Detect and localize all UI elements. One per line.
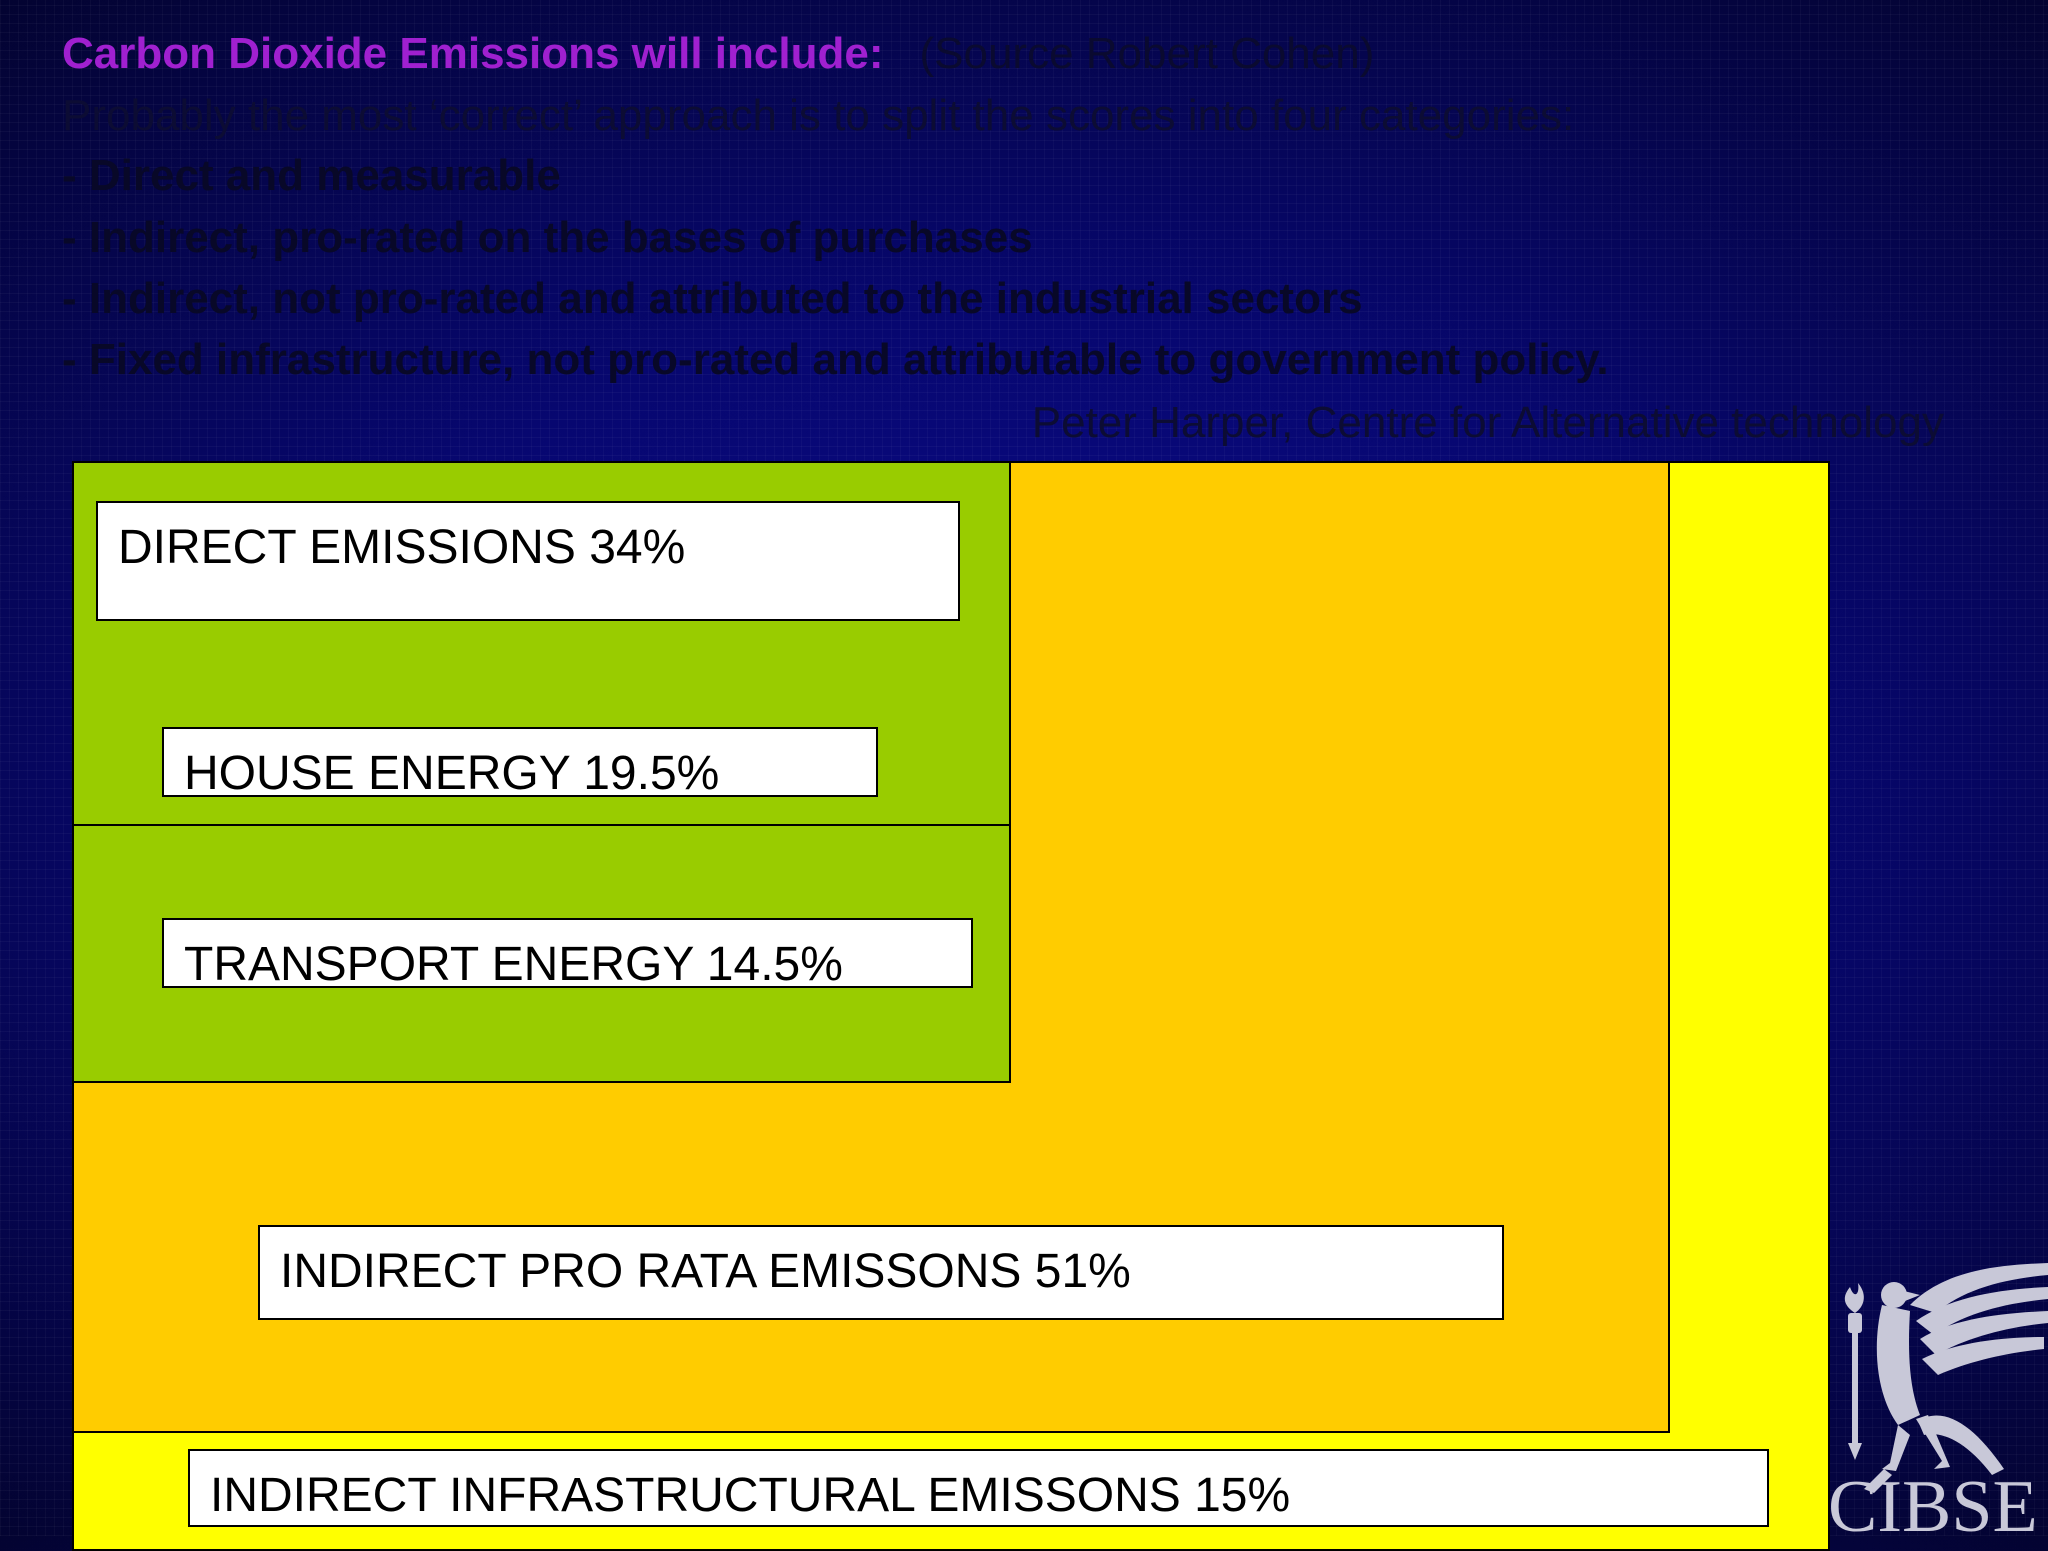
- category-indirect-industrial: - Indirect, not pro-rated and attributed…: [62, 274, 1363, 323]
- direct-emissions-label: DIRECT EMISSIONS 34%: [96, 501, 960, 621]
- cibse-logo: CIBSE: [1828, 1263, 2048, 1536]
- slide-title: Carbon Dioxide Emissions will include:: [62, 29, 884, 78]
- category-fixed-infrastructure: - Fixed infrastructure, not pro-rated an…: [62, 335, 1609, 384]
- category-direct: - Direct and measurable: [62, 151, 561, 200]
- intro-text: Probably the most ‘correct’ approach is …: [62, 91, 1575, 140]
- source-citation: (Source Robert Cohen): [919, 29, 1375, 78]
- house-energy-label: HOUSE ENERGY 19.5%: [162, 727, 878, 797]
- prorata-emissions-label: INDIRECT PRO RATA EMISSONS 51%: [258, 1225, 1504, 1320]
- slide-heading: Carbon Dioxide Emissions will include: (S…: [62, 26, 1374, 82]
- category-indirect-prorated: - Indirect, pro-rated on the bases of pu…: [62, 213, 1033, 262]
- cibse-logo-text: CIBSE: [1828, 1466, 2038, 1536]
- infrastructural-emissions-label: INDIRECT INFRASTRUCTURAL EMISSONS 15%: [188, 1449, 1769, 1527]
- transport-energy-label: TRANSPORT ENERGY 14.5%: [162, 918, 973, 988]
- attribution: Peter Harper, Centre for Alternative tec…: [1031, 398, 1944, 447]
